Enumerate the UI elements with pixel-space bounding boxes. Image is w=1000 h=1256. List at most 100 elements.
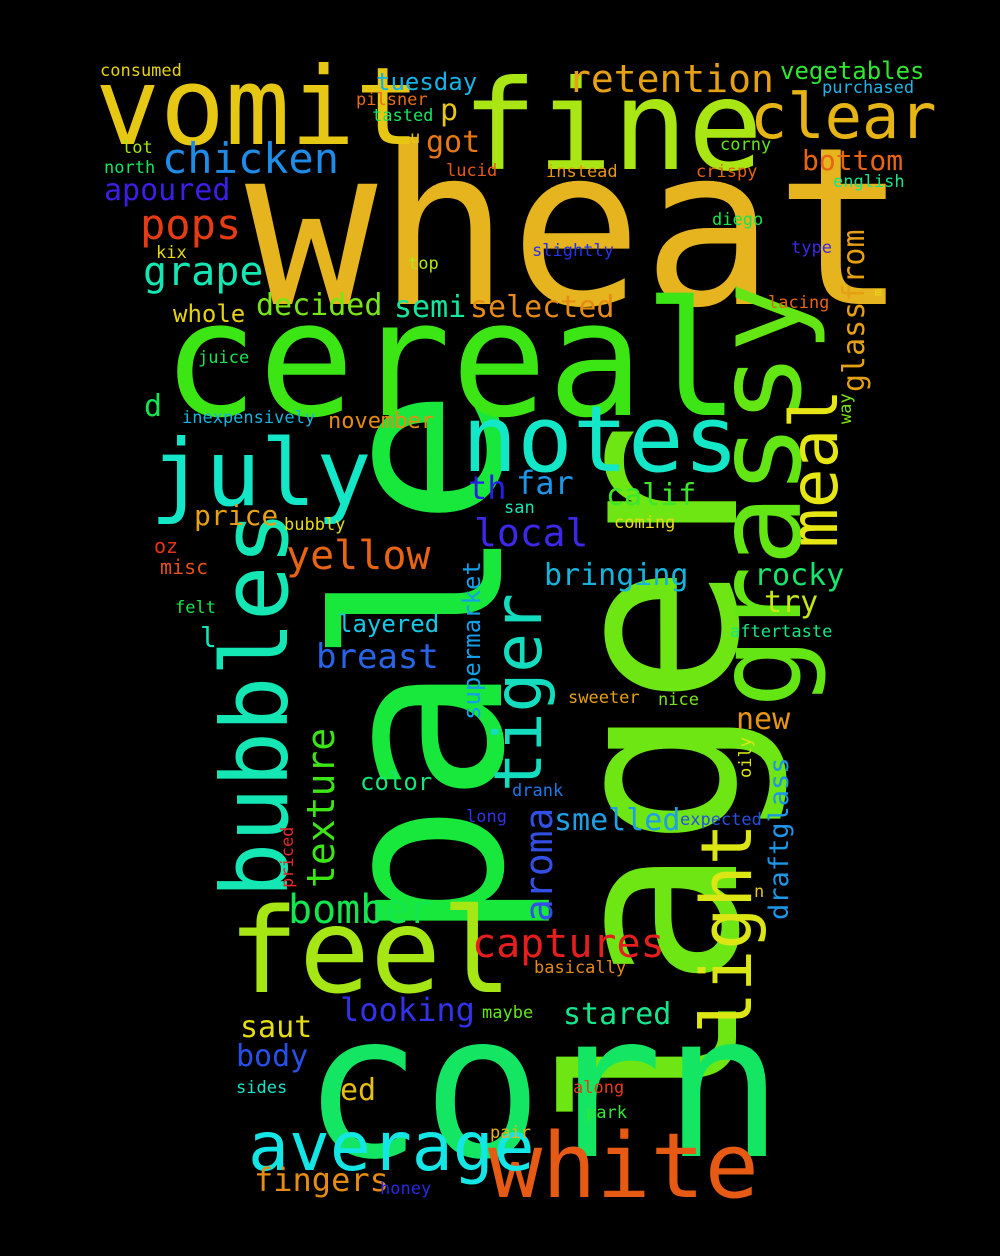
word-vomit: vomit xyxy=(95,45,421,170)
word-basically: basically xyxy=(534,958,627,978)
word-sweeter: sweeter xyxy=(568,688,640,708)
word-pair: pair xyxy=(490,1123,531,1143)
word-tuesday: tuesday xyxy=(376,68,478,96)
word-rocky: rocky xyxy=(754,558,845,593)
word-coming: coming xyxy=(614,513,676,533)
word-slightly: slightly xyxy=(532,241,614,261)
word-chicken: chicken xyxy=(162,134,340,183)
word-grape: grape xyxy=(143,249,264,295)
word-looking: looking xyxy=(340,991,475,1029)
word-purchased: purchased xyxy=(822,78,915,98)
word-th: th xyxy=(468,469,507,507)
word-bubbly: bubbly xyxy=(284,515,346,535)
word-misc: misc xyxy=(160,555,209,579)
word-draftglass: draftglass xyxy=(764,757,795,920)
word-captures: captures xyxy=(472,921,665,967)
word-pilsner: pilsner xyxy=(356,90,428,110)
word-oily: oily xyxy=(736,737,756,778)
word-park: park xyxy=(586,1103,627,1123)
word-vegetables: vegetables xyxy=(780,57,925,85)
word-instead: instead xyxy=(546,162,618,182)
word-clear: clear xyxy=(750,80,937,153)
word-lacing: lacing xyxy=(768,293,830,313)
word-got: got xyxy=(426,125,481,160)
word-oz: oz xyxy=(154,534,179,558)
word-color: color xyxy=(360,768,433,796)
word-maybe: maybe xyxy=(482,1003,534,1023)
word-yellow: yellow xyxy=(286,533,431,579)
word-nice: nice xyxy=(658,690,699,710)
word-bottom: bottom xyxy=(802,144,904,177)
word-semi: semi xyxy=(394,290,467,325)
word-north: north xyxy=(104,158,156,178)
word-average: average xyxy=(248,1108,535,1187)
word-layered: layered xyxy=(338,610,440,638)
word-aroma: aroma xyxy=(517,807,561,922)
word-l: l xyxy=(200,621,217,654)
word-bomber: bomber xyxy=(288,887,433,933)
word-crispy: crispy xyxy=(696,162,758,182)
word-fine: fine xyxy=(462,54,764,199)
word-apoured: apoured xyxy=(104,173,231,208)
word-m: m xyxy=(871,288,885,296)
word-p: p xyxy=(440,93,459,128)
word-tiger: tiger xyxy=(480,593,557,792)
word-fingers: fingers xyxy=(254,1161,389,1199)
word-lucid: lucid xyxy=(446,161,498,181)
word-corn: corn xyxy=(302,971,784,1204)
word-whole: whole xyxy=(173,300,246,328)
word-priced: priced xyxy=(278,826,298,888)
word-corny: corny xyxy=(720,135,772,155)
word-lot: lot xyxy=(122,138,153,158)
word-honey: honey xyxy=(380,1179,432,1199)
word-light: light xyxy=(686,823,768,1034)
word-stared: stared xyxy=(563,997,672,1032)
word-decided: decided xyxy=(256,288,383,323)
word-texture: texture xyxy=(299,727,343,888)
word-local: local xyxy=(474,511,589,555)
word-smelled: smelled xyxy=(554,803,681,838)
word-july: july xyxy=(150,420,372,527)
word-notes: notes xyxy=(462,386,739,493)
word-try: try xyxy=(764,585,819,620)
word-supermarket: supermarket xyxy=(458,561,486,720)
word-n: n xyxy=(754,882,765,902)
word-d: d xyxy=(144,389,163,424)
word-san: san xyxy=(504,498,535,518)
word-price: price xyxy=(194,499,279,532)
word-cereal: cereal xyxy=(162,266,740,453)
word-english: english xyxy=(833,172,905,192)
word-long: long xyxy=(466,807,507,827)
word-far: far xyxy=(516,464,574,502)
word-expected: expected xyxy=(680,810,762,830)
word-body: body xyxy=(236,1039,309,1074)
word-wheat: wheat xyxy=(245,100,908,356)
word-felt: felt xyxy=(175,598,216,618)
word-way: way xyxy=(836,393,856,424)
word-retention: retention xyxy=(568,57,774,101)
word-tasted: tasted xyxy=(372,106,434,126)
word-glassfrom: glassfrom xyxy=(837,229,872,392)
word-calif: calif xyxy=(606,478,697,513)
word-consumed: consumed xyxy=(100,61,182,81)
word-pops: pops xyxy=(140,200,242,249)
word-breast: breast xyxy=(316,637,439,677)
word-top: top xyxy=(408,254,439,274)
word-along: along xyxy=(573,1078,625,1098)
word-white: white xyxy=(488,1114,759,1219)
word-saut: saut xyxy=(240,1010,313,1045)
word-type: type xyxy=(791,238,832,258)
word-drank: drank xyxy=(512,781,564,801)
word-u: u xyxy=(410,128,421,148)
word-bringing: bringing xyxy=(544,558,689,593)
word-ed: ed xyxy=(340,1073,377,1108)
word-kix: kix xyxy=(156,243,187,263)
word-new: new xyxy=(736,702,791,737)
word-aftertaste: aftertaste xyxy=(730,622,833,642)
word-selected: selected xyxy=(470,290,615,325)
word-juice: juice xyxy=(198,348,250,368)
word-november: november xyxy=(328,409,434,434)
word-diego: diego xyxy=(712,210,764,230)
word-inexpensively: inexpensively xyxy=(182,408,316,428)
